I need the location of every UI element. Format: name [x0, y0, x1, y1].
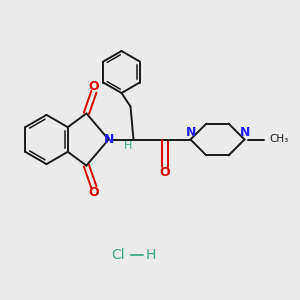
Text: O: O [160, 166, 170, 179]
Text: N: N [186, 126, 196, 140]
Text: N: N [104, 133, 114, 146]
Text: H: H [124, 141, 132, 151]
Text: Cl: Cl [112, 248, 125, 262]
Text: O: O [88, 80, 99, 93]
Text: O: O [88, 186, 99, 199]
Text: N: N [240, 126, 250, 140]
Text: H: H [146, 248, 156, 262]
Text: CH₃: CH₃ [269, 134, 288, 145]
